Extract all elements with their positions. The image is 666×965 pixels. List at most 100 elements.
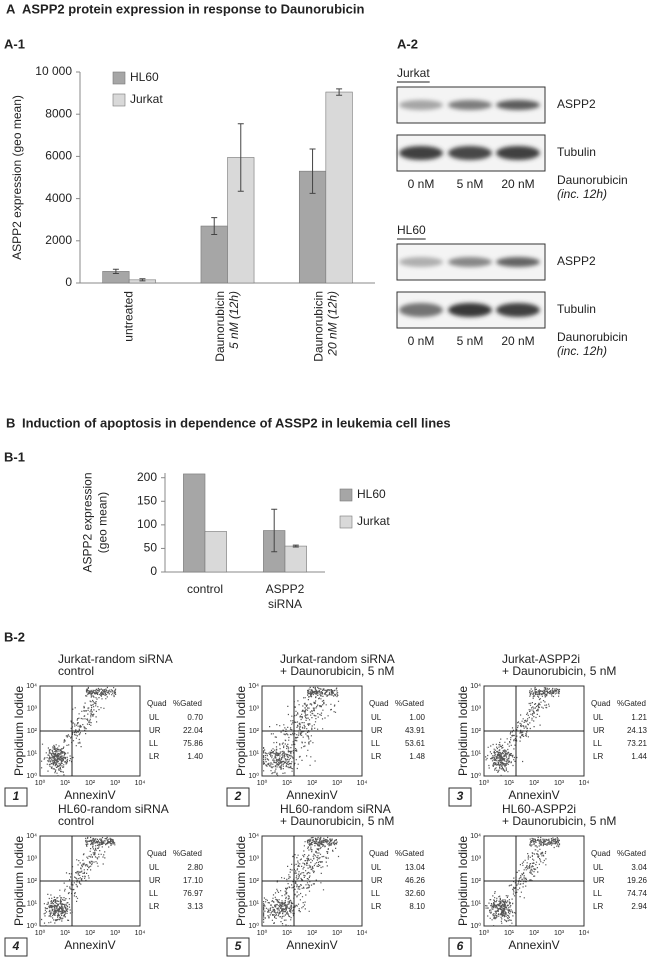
panel-number-box (448, 787, 472, 807)
y-tick-label: 10⁴ (248, 833, 259, 840)
x-tick-label: Daunorubicin (312, 291, 326, 362)
table-header: Quad (591, 849, 611, 858)
legend-label: Jurkat (130, 92, 163, 106)
panel-title: + Daunorubicin, 5 nM (280, 664, 394, 678)
quadrant-label: LR (593, 902, 603, 911)
x-tick-label: 10² (85, 930, 96, 937)
section-title: ASPP2 protein expression in response to … (22, 1, 364, 16)
y-tick-label: 10³ (471, 705, 482, 712)
quadrant-label: LL (149, 889, 158, 898)
error-bar (336, 88, 343, 96)
treatment-label: Daunorubicin (557, 173, 628, 187)
y-tick-label: 10² (471, 728, 482, 735)
x-tick-label: Daunorubicin (213, 291, 227, 362)
panel-number-box (4, 787, 28, 807)
error-bar (237, 123, 244, 192)
gated-value: 1.48 (409, 752, 425, 761)
y-tick-label: 10² (249, 728, 260, 735)
panel-label: B-1 (4, 449, 25, 464)
lane-label: 20 nM (501, 177, 534, 191)
blot-band (448, 257, 492, 267)
x-tick-label: 10¹ (504, 930, 515, 937)
y-tick-label: 50 (144, 541, 158, 555)
x-axis-label: AnnexinV (286, 788, 337, 802)
y-tick-label: 10² (27, 878, 38, 885)
panel-number: 5 (235, 939, 242, 953)
gated-value: 3.04 (631, 863, 647, 872)
legend-label: HL60 (357, 487, 386, 501)
gated-value: 24.13 (627, 726, 648, 735)
x-tick-label: 10¹ (282, 930, 293, 937)
y-tick-label: 6000 (45, 149, 72, 163)
blot-band (399, 100, 443, 110)
panel-number: 4 (12, 939, 20, 953)
quadrant-label: UR (149, 726, 161, 735)
gated-value: 2.94 (631, 902, 647, 911)
legend-swatch (112, 71, 126, 85)
x-tick-label: 10⁴ (357, 780, 368, 787)
legend-label: Jurkat (357, 514, 390, 528)
table-header: %Gated (395, 699, 424, 708)
y-tick-label: 10⁰ (470, 772, 481, 780)
y-axis-label: Propidium Iodide (12, 836, 26, 926)
x-tick-label: 10¹ (60, 780, 71, 787)
panel-number-box (448, 937, 472, 957)
blot-band (496, 303, 540, 317)
x-tick-label: control (187, 582, 223, 596)
x-tick-label: 10⁰ (35, 779, 46, 787)
quadrant-label: UL (149, 713, 160, 722)
x-tick-label: 10⁴ (579, 780, 590, 787)
treatment-note: (inc. 12h) (557, 187, 607, 201)
y-axis-label: Propidium Iodide (456, 686, 470, 776)
table-header: Quad (369, 849, 389, 858)
scatter-cloud (41, 686, 117, 777)
treatment-label: Daunorubicin (557, 330, 628, 344)
blot-band (448, 146, 492, 160)
x-tick-label: 10² (85, 780, 96, 787)
y-tick-label: 10² (27, 728, 38, 735)
y-tick-label: 10³ (27, 855, 38, 862)
quadrant-label: LR (149, 752, 159, 761)
x-tick-label: 10³ (110, 780, 121, 787)
x-axis-label: AnnexinV (64, 938, 115, 952)
blot-band (496, 146, 540, 160)
gated-value: 73.21 (627, 739, 648, 748)
table-header: Quad (591, 699, 611, 708)
y-tick-label: 10¹ (249, 900, 260, 907)
y-tick-label: 10³ (249, 855, 260, 862)
quadrant-label: LL (371, 889, 380, 898)
lane-label: 5 nM (457, 177, 484, 191)
y-tick-label: 0 (150, 564, 157, 578)
x-tick-label: 10⁰ (257, 779, 268, 787)
blot-band (399, 146, 443, 160)
gated-value: 32.60 (405, 889, 426, 898)
panel-label: A-1 (4, 36, 25, 51)
panel-title: control (58, 664, 94, 678)
x-tick-label: 10¹ (60, 930, 71, 937)
panel-title: + Daunorubicin, 5 nM (502, 664, 616, 678)
y-tick-label: 10³ (27, 705, 38, 712)
y-tick-label: 10² (471, 878, 482, 885)
x-tick-label: 10⁴ (357, 930, 368, 937)
y-axis-label: Propidium Iodide (234, 686, 248, 776)
y-tick-label: 0 (65, 275, 72, 289)
y-axis-label: Propidium Iodide (234, 836, 248, 926)
blot-row-label: Tubulin (557, 145, 596, 159)
quadrant-label: UR (371, 876, 383, 885)
x-tick-label: 10² (529, 930, 540, 937)
panel-title: + Daunorubicin, 5 nM (280, 814, 394, 828)
x-axis-label: AnnexinV (286, 938, 337, 952)
x-tick-label: untreated (121, 291, 135, 342)
blot-row-label: Tubulin (557, 302, 596, 316)
y-tick-label: 10⁴ (26, 683, 37, 690)
quadrant-label: LL (593, 739, 602, 748)
y-tick-label: 10¹ (27, 900, 38, 907)
x-tick-label: 10⁴ (135, 780, 146, 787)
x-tick-label: 10⁴ (135, 930, 146, 937)
quadrant-label: LR (593, 752, 603, 761)
blot-band (496, 257, 540, 267)
panel-number-box (4, 937, 28, 957)
y-tick-label: 100 (137, 517, 157, 531)
legend-swatch (339, 515, 353, 529)
quadrant-label: UR (149, 876, 161, 885)
